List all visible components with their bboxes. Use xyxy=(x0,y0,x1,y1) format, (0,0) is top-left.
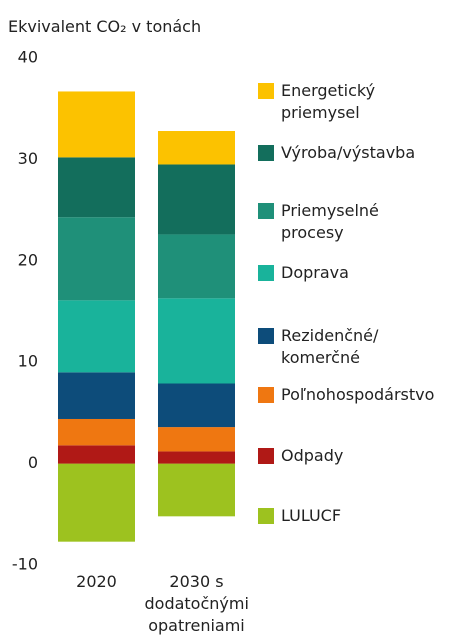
bar-segment xyxy=(158,463,235,517)
legend-label: Poľnohospodárstvo xyxy=(281,385,435,404)
y-tick-label: -10 xyxy=(12,555,38,574)
legend-swatch xyxy=(258,145,274,161)
legend-swatch xyxy=(258,508,274,524)
bar-segment xyxy=(58,300,135,373)
bar-segment xyxy=(158,298,235,384)
bar-segment xyxy=(58,157,135,218)
y-tick-label: 30 xyxy=(18,149,38,168)
bar-segment xyxy=(158,234,235,299)
legend-swatch xyxy=(258,203,274,219)
bar-segment xyxy=(158,451,235,464)
x-tick-label: 2020 xyxy=(76,572,117,591)
y-tick-label: 10 xyxy=(18,352,38,371)
bar-segment xyxy=(58,463,135,542)
bar-segment xyxy=(158,131,235,165)
bar-segment xyxy=(158,383,235,428)
legend-label: LULUCF xyxy=(281,506,342,525)
bar-segment xyxy=(58,217,135,301)
legend-swatch xyxy=(258,265,274,281)
legend-swatch xyxy=(258,83,274,99)
legend-label: Energetický priemysel xyxy=(281,81,376,122)
bar-segment xyxy=(58,91,135,158)
legend-label: Priemyselné procesy xyxy=(281,201,379,242)
legend-label: Výroba/výstavba xyxy=(281,143,416,162)
bar-segment xyxy=(158,164,235,235)
y-tick-label: 20 xyxy=(18,250,38,269)
legend-swatch xyxy=(258,448,274,464)
bar-segment xyxy=(58,372,135,419)
x-tick-label: 2030 s dodatočnými opatreniami xyxy=(144,572,249,635)
legend-label: Rezidenčné/ komerčné xyxy=(281,326,379,367)
bar-segment xyxy=(58,445,135,464)
bar-segment xyxy=(58,418,135,446)
legend-label: Odpady xyxy=(281,446,344,465)
legend-swatch xyxy=(258,387,274,403)
bar-segment xyxy=(158,427,235,452)
y-tick-label: 0 xyxy=(28,453,38,472)
chart-title: Ekvivalent CO₂ v tonách xyxy=(8,17,202,36)
legend-label: Doprava xyxy=(281,263,349,282)
y-tick-label: 40 xyxy=(18,48,38,67)
legend-swatch xyxy=(258,328,274,344)
